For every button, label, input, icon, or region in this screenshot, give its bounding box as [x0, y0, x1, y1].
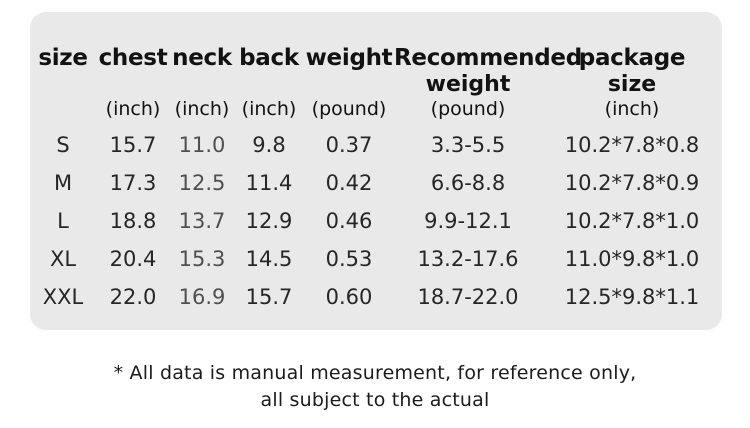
cell-package-size: 10.2*7.8*0.9: [564, 171, 700, 195]
cell-neck: 13.7: [178, 209, 226, 233]
disclaimer-line-1: * All data is manual measurement, for re…: [113, 362, 637, 384]
disclaimer-line-2: all subject to the actual: [260, 389, 490, 411]
column-label: size: [38, 45, 88, 71]
column-unit: (pound): [311, 98, 387, 120]
column-label-line2: [304, 72, 394, 97]
cell-weight: 0.46: [325, 209, 373, 233]
cell-chest: 22.0: [109, 285, 157, 309]
column-header-size: size: [30, 44, 96, 121]
table-row-xl: XL 20.4 15.3 14.5 0.53 13.2-17.6 11.0*9.…: [30, 240, 722, 278]
cell-size: M: [53, 171, 73, 195]
cell-recommended-weight: 9.9-12.1: [424, 209, 512, 233]
cell-weight: 0.60: [325, 285, 373, 309]
column-header-neck: neck (inch): [170, 44, 234, 121]
cell-neck: 15.3: [178, 247, 226, 271]
table-row-m: M 17.3 12.5 11.4 0.42 6.6-8.8 10.2*7.8*0…: [30, 164, 722, 202]
cell-recommended-weight: 18.7-22.0: [417, 285, 519, 309]
column-label-line2: [170, 72, 234, 97]
table-row-xxl: XXL 22.0 16.9 15.7 0.60 18.7-22.0 12.5*9…: [30, 278, 722, 316]
cell-package-size: 12.5*9.8*1.1: [564, 285, 700, 309]
cell-weight: 0.37: [325, 133, 373, 157]
column-unit: (pound): [430, 98, 506, 120]
cell-neck: 12.5: [178, 171, 226, 195]
cell-package-size: 10.2*7.8*0.8: [564, 133, 700, 157]
cell-recommended-weight: 13.2-17.6: [417, 247, 519, 271]
column-unit: (inch): [174, 98, 230, 120]
column-label-line2: size: [607, 72, 657, 97]
column-header-back: back (inch): [234, 44, 304, 121]
cell-chest: 17.3: [109, 171, 157, 195]
column-label-line2: weight: [425, 72, 511, 97]
cell-size: XXL: [42, 285, 84, 309]
column-label-line2: [234, 72, 304, 97]
column-label: chest: [98, 45, 168, 71]
cell-back: 11.4: [245, 171, 293, 195]
column-unit: (inch): [105, 98, 161, 120]
cell-back: 12.9: [245, 209, 293, 233]
cell-weight: 0.53: [325, 247, 373, 271]
column-label: neck: [172, 45, 232, 71]
cell-size: S: [56, 133, 70, 157]
column-header-package-size: package size (inch): [542, 44, 722, 121]
column-unit: (inch): [604, 98, 660, 120]
cell-neck: 16.9: [178, 285, 226, 309]
column-label-line2: [30, 72, 96, 97]
disclaimer-footnote: * All data is manual measurement, for re…: [0, 360, 750, 414]
size-chart-panel: size chest (inch) neck (inch) back (inch…: [30, 12, 722, 330]
cell-recommended-weight: 3.3-5.5: [430, 133, 506, 157]
column-label-line2: [96, 72, 170, 97]
cell-chest: 15.7: [109, 133, 157, 157]
column-label: Recommended: [394, 45, 582, 71]
cell-back: 14.5: [245, 247, 293, 271]
table-header-row: size chest (inch) neck (inch) back (inch…: [30, 44, 722, 121]
cell-back: 9.8: [252, 133, 286, 157]
column-label: back: [239, 45, 299, 71]
column-label: package: [578, 45, 686, 71]
column-header-recommended-weight: Recommended weight (pound): [394, 44, 582, 121]
cell-recommended-weight: 6.6-8.8: [430, 171, 506, 195]
column-header-weight: weight (pound): [304, 44, 394, 121]
cell-weight: 0.42: [325, 171, 373, 195]
table-row-l: L 18.8 13.7 12.9 0.46 9.9-12.1 10.2*7.8*…: [30, 202, 722, 240]
cell-back: 15.7: [245, 285, 293, 309]
cell-package-size: 11.0*9.8*1.0: [564, 247, 700, 271]
cell-size: L: [57, 209, 69, 233]
column-label: weight: [305, 45, 393, 71]
cell-chest: 18.8: [109, 209, 157, 233]
column-unit: (inch): [241, 98, 297, 120]
table-row-s: S 15.7 11.0 9.8 0.37 3.3-5.5 10.2*7.8*0.…: [30, 126, 722, 164]
column-header-chest: chest (inch): [96, 44, 170, 121]
cell-size: XL: [49, 247, 77, 271]
column-unit: [30, 97, 96, 121]
cell-neck: 11.0: [178, 133, 226, 157]
cell-package-size: 10.2*7.8*1.0: [564, 209, 700, 233]
cell-chest: 20.4: [109, 247, 157, 271]
